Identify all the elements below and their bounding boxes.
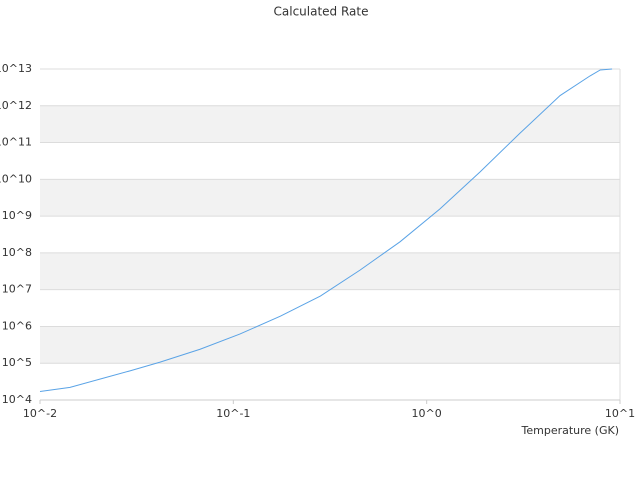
- y-tick-label: 10^12: [0, 99, 32, 112]
- grid-band: [40, 252, 620, 290]
- x-tick-label: 10^-2: [23, 407, 57, 420]
- grid-band: [40, 179, 620, 217]
- x-axis-label: Temperature (GK): [521, 424, 620, 437]
- y-tick-label: 10^11: [0, 136, 32, 149]
- series-line: [39, 68, 613, 393]
- grid-band: [40, 105, 620, 143]
- y-tick-label: 10^6: [2, 319, 32, 332]
- x-tick-label: 10^-1: [216, 407, 250, 420]
- chart-title: Calculated Rate: [274, 5, 369, 19]
- x-tick-label: 10^1: [605, 407, 635, 420]
- grid-band: [40, 326, 620, 364]
- y-tick-label: 10^4: [2, 393, 32, 406]
- y-tick-label: 10^9: [2, 209, 32, 222]
- y-tick-label: 10^7: [2, 283, 32, 296]
- y-tick-label: 10^5: [2, 356, 32, 369]
- y-tick-label: 10^13: [0, 62, 32, 75]
- y-tick-label: 10^8: [2, 246, 32, 259]
- y-tick-label: 10^10: [0, 172, 32, 185]
- x-tick-label: 10^0: [412, 407, 442, 420]
